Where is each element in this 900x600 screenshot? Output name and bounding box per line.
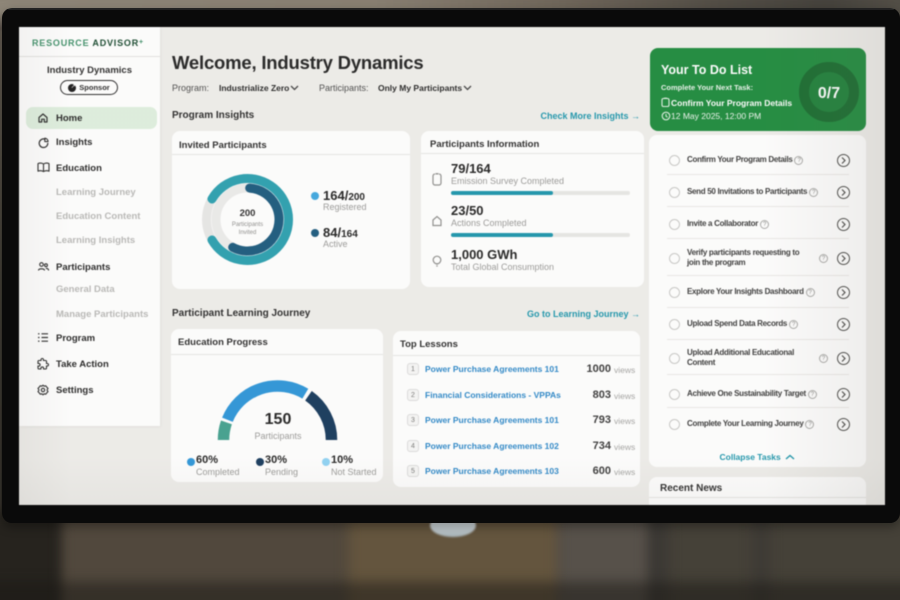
svg-text:Participants: Participants [232, 222, 263, 228]
svg-text:0/7: 0/7 [818, 85, 840, 102]
svg-text:200: 200 [240, 208, 256, 219]
svg-text:Invited: Invited [239, 230, 257, 236]
